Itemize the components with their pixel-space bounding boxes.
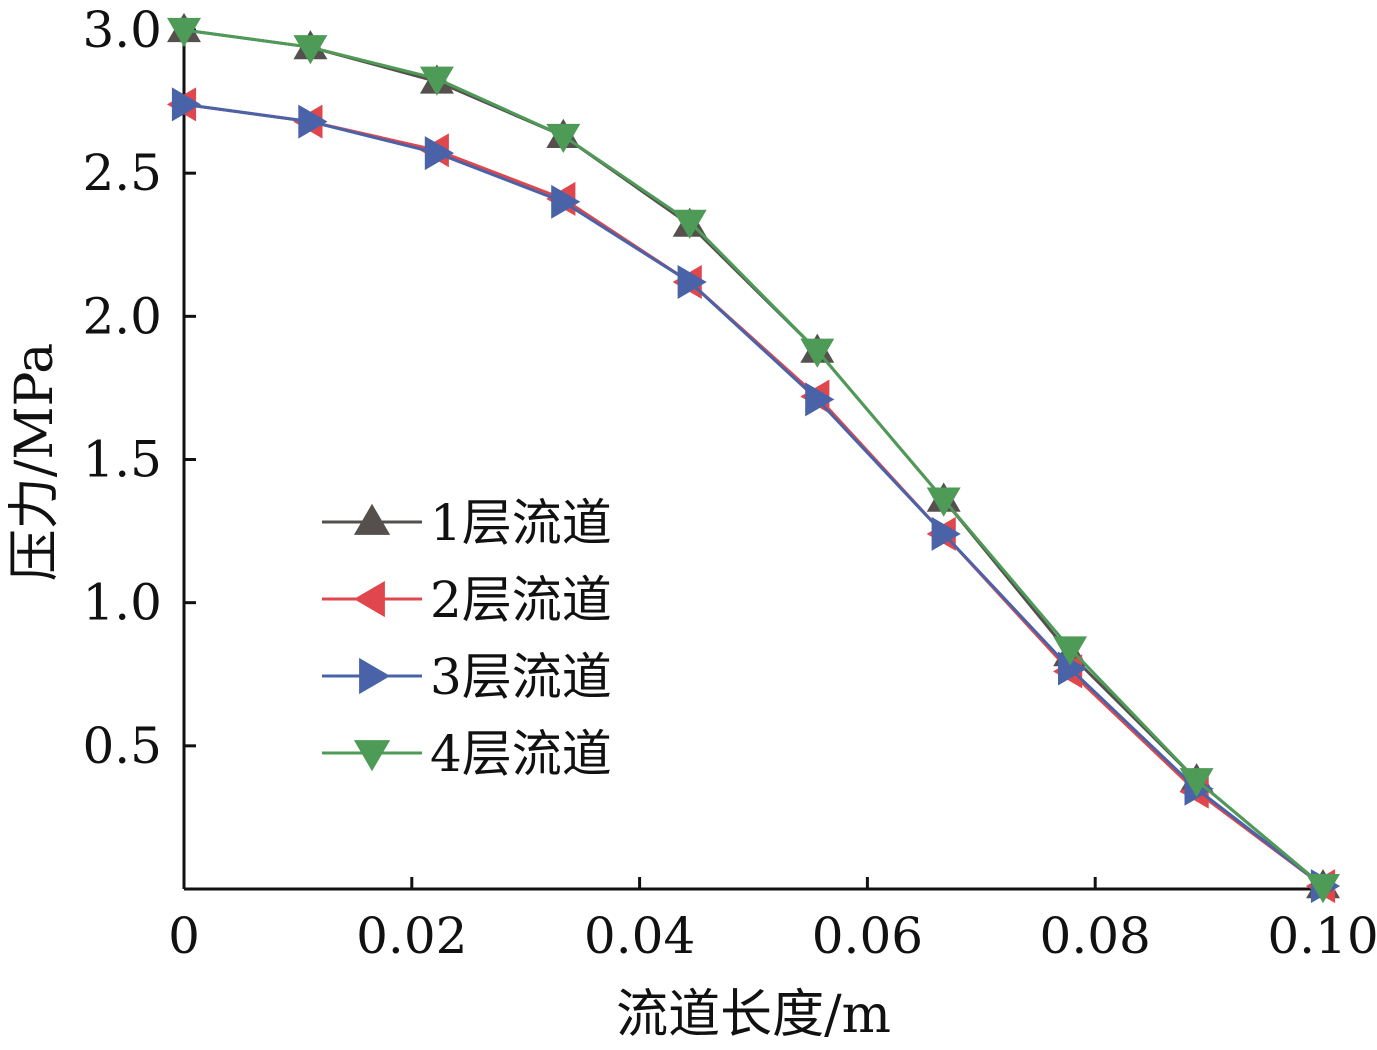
data-point bbox=[672, 209, 707, 239]
x-tick-label: 0.04 bbox=[584, 907, 695, 965]
legend-marker bbox=[353, 503, 391, 535]
y-tick-label: 1.0 bbox=[82, 574, 162, 632]
data-point bbox=[926, 487, 961, 517]
legend-marker bbox=[359, 657, 391, 695]
series-line bbox=[183, 102, 1324, 888]
data-point bbox=[931, 516, 961, 551]
data-point bbox=[419, 66, 454, 96]
legend-label: 2层流道 bbox=[430, 571, 612, 629]
legend-label: 3层流道 bbox=[430, 648, 612, 706]
legend-item: 3层流道 bbox=[322, 648, 612, 706]
series-line bbox=[183, 28, 1324, 888]
data-point bbox=[1306, 874, 1340, 904]
y-axis-title: 压力/MPa bbox=[5, 343, 65, 581]
y-tick-label: 2.5 bbox=[82, 144, 162, 202]
series-layer bbox=[166, 12, 1341, 904]
data-point bbox=[677, 265, 707, 299]
series-2 bbox=[166, 87, 1336, 904]
data-point bbox=[171, 87, 202, 122]
legend-marker bbox=[353, 580, 385, 618]
x-axis-title: 流道长度/m bbox=[616, 985, 891, 1045]
x-tick-label: 0 bbox=[168, 907, 200, 965]
y-tick-label: 3.0 bbox=[82, 1, 162, 59]
data-point bbox=[551, 184, 581, 219]
x-tick-label: 0.06 bbox=[812, 907, 923, 965]
y-tick-label: 1.5 bbox=[82, 431, 162, 489]
series-4 bbox=[167, 17, 1340, 904]
legend-item: 1层流道 bbox=[322, 494, 612, 552]
data-point bbox=[167, 17, 201, 48]
data-point bbox=[424, 136, 454, 171]
data-point bbox=[1179, 768, 1214, 798]
data-point bbox=[293, 35, 328, 65]
axes: 0 0.02 0.04 0.06 0.08 0.10 0.5 1.0 1.5 2.0 2.5 3.0 bbox=[82, 1, 1377, 965]
series-1 bbox=[167, 12, 1340, 899]
legend-label: 4层流道 bbox=[430, 725, 612, 783]
legend-label: 1层流道 bbox=[430, 494, 612, 552]
data-point bbox=[805, 382, 835, 417]
series-3 bbox=[171, 87, 1341, 904]
legend-item: 4层流道 bbox=[322, 725, 612, 783]
legend: 1层流道 2层流道 3层流道 4层流道 bbox=[322, 494, 612, 783]
data-point bbox=[546, 123, 581, 153]
data-point bbox=[1053, 636, 1088, 666]
x-tick-label: 0.08 bbox=[1040, 907, 1151, 965]
data-point bbox=[298, 104, 328, 139]
series-line bbox=[183, 102, 1324, 888]
legend-item: 2层流道 bbox=[322, 571, 612, 629]
y-tick-label: 2.0 bbox=[82, 287, 162, 345]
legend-marker bbox=[353, 740, 391, 772]
series-line bbox=[183, 28, 1324, 888]
x-tick-label: 0.02 bbox=[356, 907, 467, 965]
y-tick-label: 0.5 bbox=[82, 717, 162, 775]
x-tick-label: 0.10 bbox=[1267, 907, 1377, 965]
data-point bbox=[800, 338, 835, 368]
